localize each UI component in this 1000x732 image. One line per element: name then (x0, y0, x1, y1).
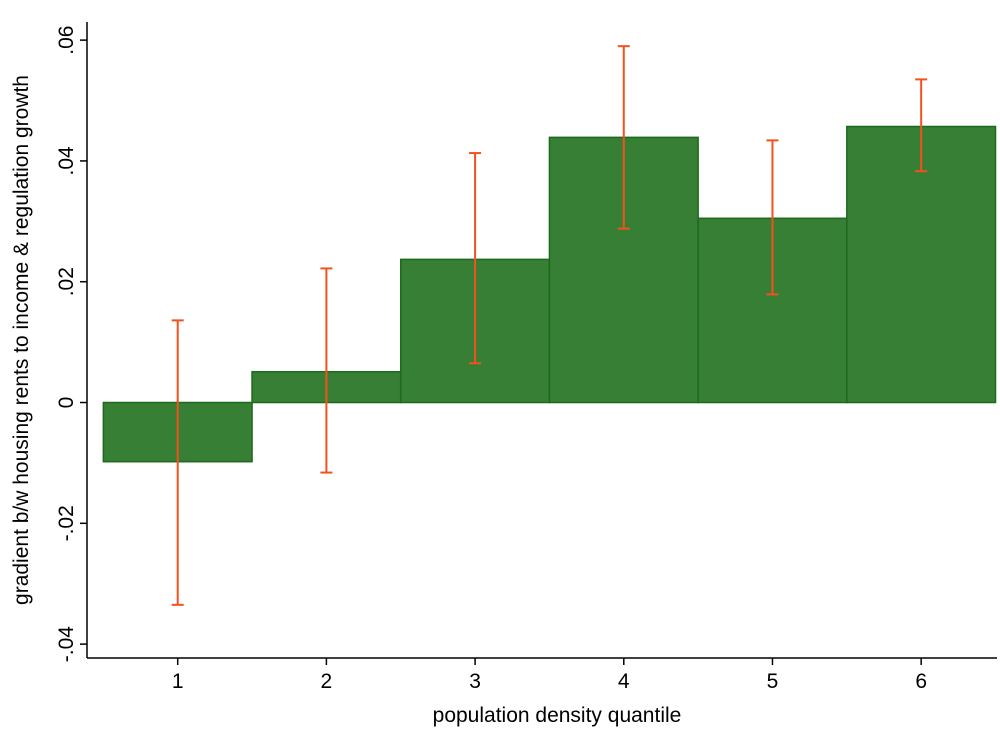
x-tick-label: 3 (469, 670, 481, 693)
y-tick-label: .02 (55, 267, 78, 296)
x-tick-label: 5 (767, 670, 779, 693)
y-tick-label: -.04 (55, 626, 78, 663)
x-tick-label: 2 (321, 670, 333, 693)
y-tick-label: .06 (55, 26, 78, 55)
x-tick-label: 1 (172, 670, 184, 693)
x-axis-label: population density quantile (433, 704, 682, 727)
x-tick-label: 4 (618, 670, 630, 693)
y-tick-label: -.02 (55, 505, 78, 541)
y-axis-label: gradient b/w housing rents to income & r… (10, 75, 33, 605)
y-tick-label: .04 (55, 146, 78, 176)
x-tick-label: 6 (915, 670, 927, 693)
bar (846, 125, 997, 404)
y-tick-label: 0 (55, 397, 78, 409)
